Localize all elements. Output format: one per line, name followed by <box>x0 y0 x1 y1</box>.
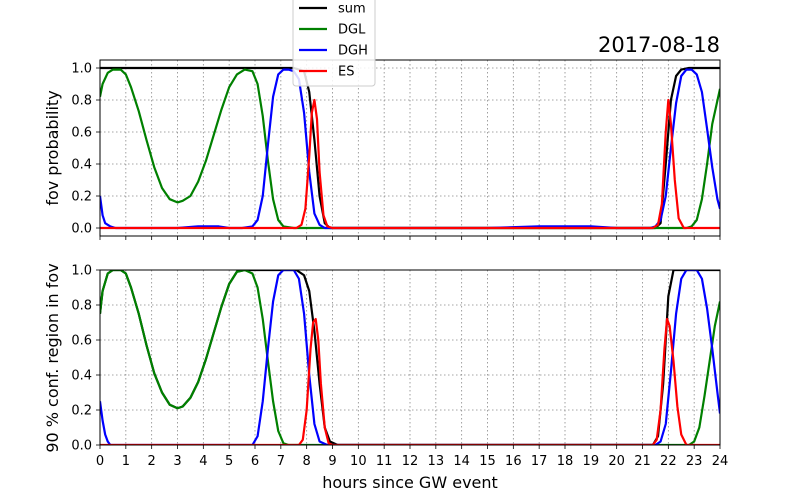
series-line-es <box>100 317 720 445</box>
x-tick-label: 4 <box>199 454 207 469</box>
axes-frame <box>99 269 721 446</box>
x-tick-label: 8 <box>303 454 311 469</box>
y-tick-label: 1.0 <box>71 264 92 279</box>
x-tick-label: 5 <box>225 454 233 469</box>
series-line-sum <box>100 66 720 230</box>
y-tick-label: 1.0 <box>71 62 92 77</box>
series-line-dgh <box>100 270 720 445</box>
x-tick-label: 20 <box>608 454 625 469</box>
legend: sum DGL DGH ES <box>292 0 376 87</box>
x-tick-label: 18 <box>557 454 574 469</box>
x-tick-label: 0 <box>96 454 104 469</box>
top-panel: 0.0 0.2 0.4 0.6 0.8 1.0 <box>71 59 721 240</box>
x-tick-label: 1 <box>122 454 130 469</box>
x-tick-label: 23 <box>686 454 703 469</box>
y-tick-label: 0.0 <box>71 439 92 454</box>
y-tick-label: 0.6 <box>71 126 92 141</box>
legend-label-sum: sum <box>338 2 366 17</box>
x-tick-label: 3 <box>173 454 181 469</box>
series-line-dgl <box>100 270 720 445</box>
y-tick-label: 0.8 <box>71 299 92 314</box>
x-tick-label: 11 <box>376 454 393 469</box>
x-tick-label: 6 <box>251 454 259 469</box>
x-tick-label: 9 <box>328 454 336 469</box>
x-tick-label: 17 <box>531 454 548 469</box>
x-tick-label: 21 <box>634 454 651 469</box>
x-tick-label: 10 <box>350 454 367 469</box>
x-tick-label: 12 <box>402 454 419 469</box>
bottom-panel: 0 1 2 3 4 5 6 7 8 9 10 11 12 13 14 15 16 17 18 19 20 21 22 23 24… <box>71 264 728 470</box>
y-tick-label: 0.4 <box>71 158 92 173</box>
x-tick-label: 7 <box>277 454 285 469</box>
legend-label-es: ES <box>338 65 354 80</box>
x-tick-label: 14 <box>453 454 470 469</box>
y-axis-label-bottom: 90 % conf. region in fov <box>43 263 62 452</box>
x-tick-label: 19 <box>583 454 600 469</box>
chart-title: 2017-08-18 <box>598 33 720 57</box>
y-axis-label-top: fov probability <box>43 90 62 205</box>
axes-frame <box>99 59 721 237</box>
y-tick-label: 0.2 <box>71 404 92 419</box>
x-axis-label: hours since GW event <box>322 473 498 492</box>
x-tick-label: 13 <box>428 454 445 469</box>
x-tick-label: 24 <box>712 454 729 469</box>
x-tick-label: 16 <box>505 454 522 469</box>
y-tick-label: 0.0 <box>71 222 92 237</box>
x-tick-label: 2 <box>148 454 156 469</box>
y-tick-label: 0.2 <box>71 190 92 205</box>
series-line-es <box>100 98 720 230</box>
x-tick-label: 15 <box>479 454 496 469</box>
legend-label-dgh: DGH <box>338 44 368 59</box>
x-tick-label: 22 <box>660 454 677 469</box>
legend-label-dgl: DGL <box>338 23 366 38</box>
y-tick-label: 0.4 <box>71 369 92 384</box>
y-tick-label: 0.8 <box>71 94 92 109</box>
y-tick-label: 0.6 <box>71 334 92 349</box>
series-line-dgl <box>100 68 720 230</box>
legend-box <box>292 0 376 87</box>
series-line-dgh <box>100 68 720 230</box>
